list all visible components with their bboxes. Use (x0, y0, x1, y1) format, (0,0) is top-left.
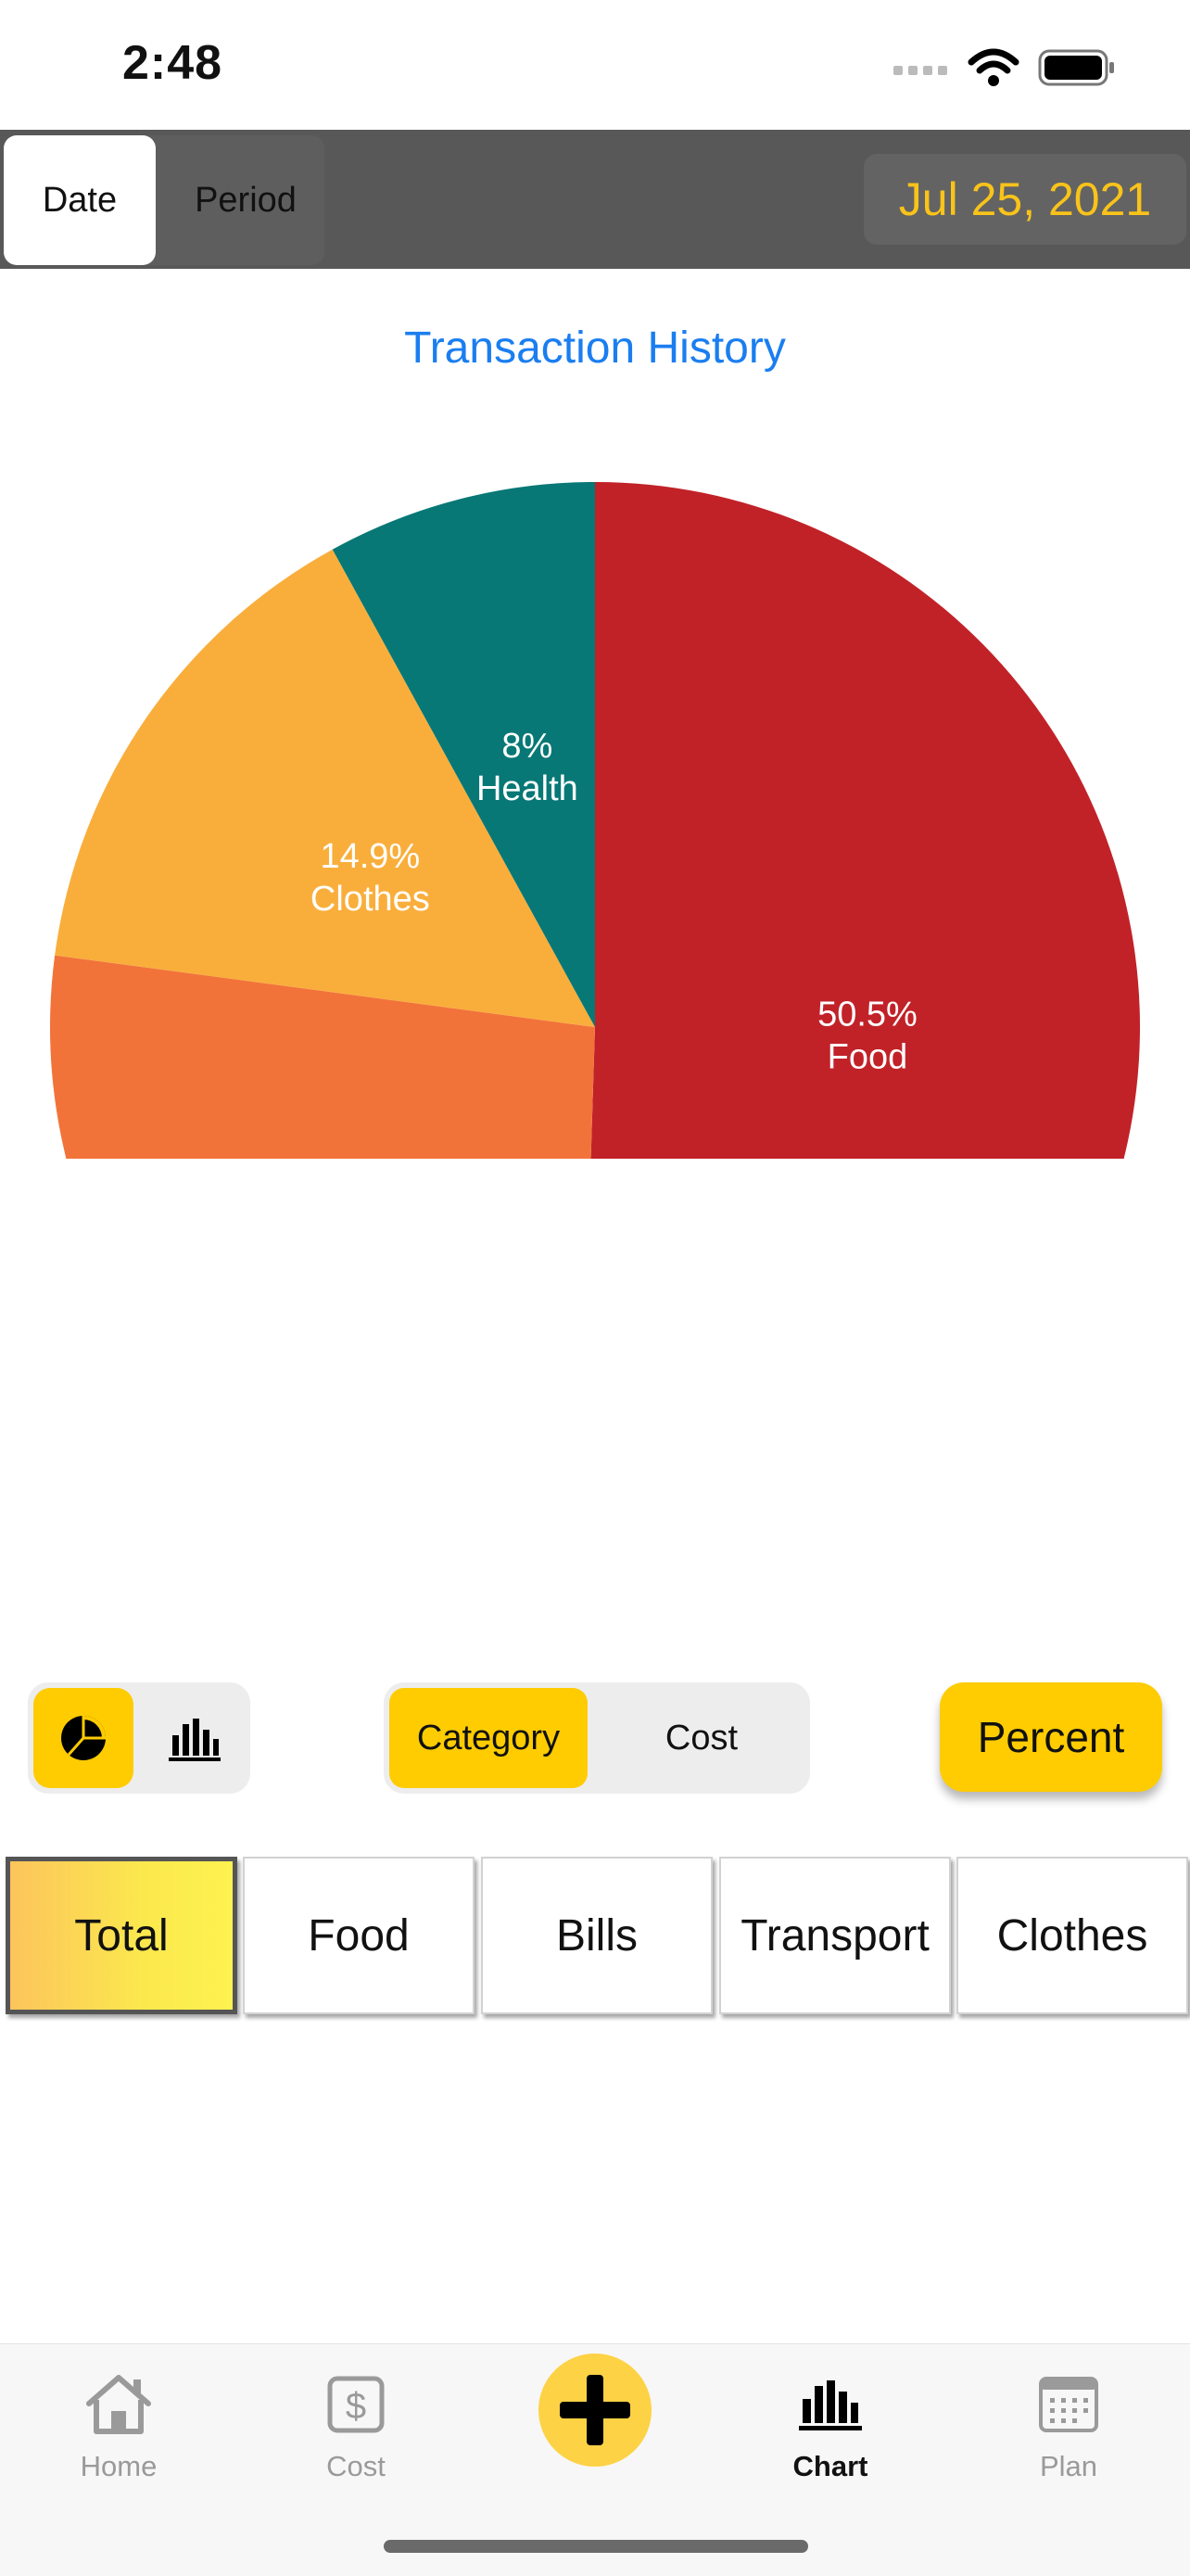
pie-slice-food (590, 482, 1140, 1159)
status-bar: 2:48 (0, 0, 1190, 130)
date-period-header: Date Period Jul 25, 2021 (0, 130, 1190, 269)
pie-slice-health (332, 482, 595, 1027)
category-filter-row: Total Food Bills Transport Clothes (0, 1857, 1190, 2020)
status-time: 2:48 (122, 36, 223, 90)
tab-plan-label: Plan (1039, 2450, 1098, 2482)
pie-value-label-health: 8% (501, 727, 552, 766)
pie-category-label-health: Health (476, 769, 578, 808)
mode-category-button[interactable]: Category (389, 1688, 588, 1788)
filter-tab-bills[interactable]: Bills (481, 1857, 713, 2014)
cellular-signal-icon (893, 66, 947, 75)
home-indicator (384, 2540, 808, 2553)
plus-icon (560, 2375, 630, 2445)
percent-button[interactable]: Percent (940, 1682, 1162, 1792)
tab-cost-label: Cost (326, 2450, 386, 2482)
pie-slice-clothes (55, 549, 596, 1027)
mode-cost-button[interactable]: Cost (665, 1718, 739, 1758)
segment-date[interactable]: Date (4, 135, 156, 265)
chart-title: Transaction History (404, 324, 786, 373)
dollar-icon: $ (327, 2376, 385, 2433)
pie-value-label-clothes: 14.9% (320, 837, 420, 876)
svg-text:$: $ (346, 2386, 366, 2427)
calendar-icon (1039, 2377, 1098, 2432)
pie-value-label-food: 50.5% (817, 996, 918, 1034)
pie-category-label-clothes: Clothes (310, 880, 430, 919)
filter-tab-clothes[interactable]: Clothes (956, 1857, 1188, 2014)
segment-period[interactable]: Period (195, 180, 297, 220)
tab-cost[interactable]: $ Cost (282, 2363, 430, 2502)
battery-icon (1038, 49, 1114, 86)
wifi-icon (968, 48, 1019, 86)
date-picker[interactable]: Jul 25, 2021 (864, 154, 1186, 245)
chart-type-toggle (28, 1682, 250, 1794)
tab-home[interactable]: Home (44, 2363, 193, 2502)
filter-tab-food[interactable]: Food (243, 1857, 475, 2014)
home-icon (86, 2375, 151, 2434)
category-cost-toggle: Category Cost (384, 1682, 810, 1794)
pie-chart-button[interactable] (33, 1688, 133, 1788)
pie-category-label-food: Food (828, 1038, 908, 1077)
add-transaction-button[interactable] (538, 2354, 652, 2467)
bottom-tab-bar: Home $ Cost Chart (0, 2343, 1190, 2576)
pie-chart-icon (61, 1716, 106, 1760)
filter-tab-transport[interactable]: Transport (719, 1857, 951, 2014)
pie-slice-bills (50, 955, 595, 1159)
tab-home-label: Home (80, 2450, 158, 2482)
tab-plan[interactable]: Plan (994, 2363, 1143, 2502)
bar-chart-icon (169, 1719, 221, 1761)
date-period-segmented-control: Date Period (4, 135, 324, 265)
tab-chart-label: Chart (792, 2450, 868, 2482)
bar-chart-button[interactable] (145, 1688, 245, 1788)
filter-tab-total[interactable]: Total (6, 1857, 237, 2014)
tab-chart[interactable]: Chart (756, 2363, 905, 2502)
status-icons (893, 44, 1116, 91)
bar-chart-icon (799, 2380, 862, 2430)
